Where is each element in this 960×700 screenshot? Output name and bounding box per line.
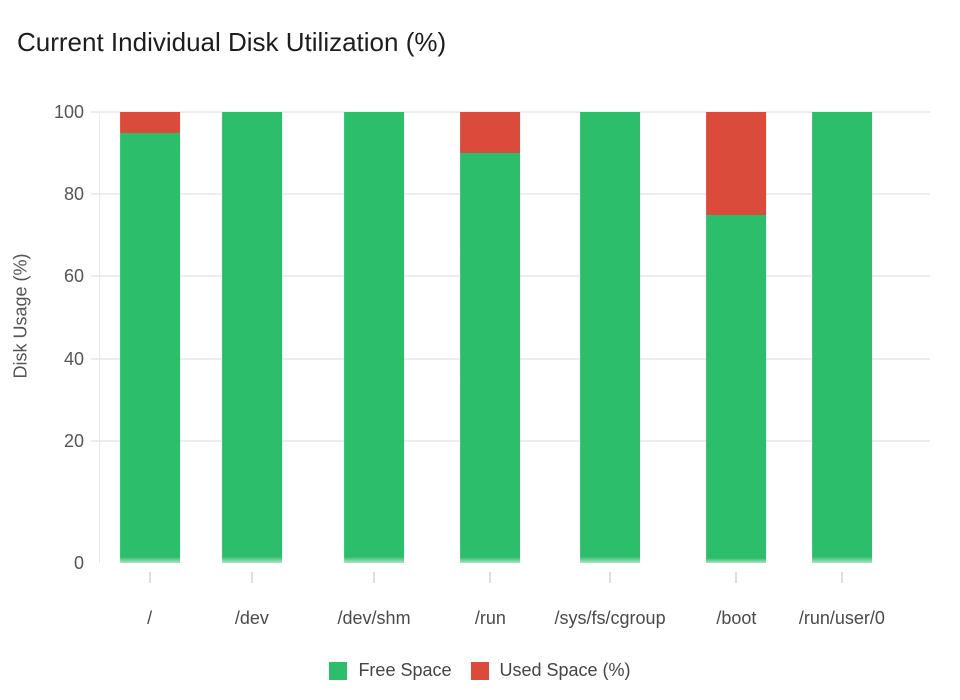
bar-segment-free-space (811, 112, 872, 563)
bar-segment-free-space (706, 214, 767, 563)
x-category-label-boot: /boot (716, 608, 757, 628)
legend-label-used-space: Used Space (%) (499, 660, 631, 680)
x-tick (148, 572, 151, 583)
legend-item-free-space[interactable]: Free Space (329, 660, 452, 681)
legend-item-used-space[interactable]: Used Space (%) (470, 660, 631, 681)
y-tick-label-60: 60 (63, 266, 84, 287)
y-tick-label-20: 20 (63, 430, 84, 451)
x-tick (840, 572, 843, 583)
x-category-label-dev: /dev (234, 608, 269, 628)
x-category-label-: / (147, 608, 153, 628)
chart-title: Current Individual Disk Utilization (%) (17, 27, 447, 57)
y-axis-tick-labels: 100 80 60 40 20 0 (0, 103, 84, 572)
y-axis-line (99, 112, 100, 563)
y-tick-label-100: 100 (53, 102, 84, 122)
bar-segment-used-space (460, 112, 521, 154)
x-category-label-run-user-0: /run/user/0 (798, 608, 885, 628)
bar-run (460, 112, 521, 563)
bar-segment-free-space (119, 132, 180, 563)
x-tick (735, 572, 738, 583)
bar-boot (706, 112, 767, 563)
legend: Free Space Used Space (%) (0, 660, 960, 681)
x-tick (609, 572, 612, 583)
bar-sys-fs-cgroup (580, 112, 640, 563)
bar-run-user-0 (811, 112, 872, 563)
legend-swatch-free-space (329, 661, 348, 680)
x-axis: / /dev/dev/shm/run/sys/fs/cgroup/boot/run… (99, 563, 930, 653)
legend-label-free-space: Free Space (358, 660, 452, 680)
bar- (119, 112, 180, 563)
bar-segment-free-space (344, 112, 404, 563)
y-tick-label-80: 80 (63, 184, 84, 205)
x-category-label-sys-fs-cgroup: /sys/fs/cgroup (554, 608, 666, 628)
bar-segment-used-space (706, 112, 767, 215)
y-tick-label-40: 40 (63, 348, 84, 369)
bar-segment-free-space (460, 153, 521, 563)
bar-segment-used-space (119, 112, 180, 133)
plot-area (91, 111, 930, 563)
bar-segment-free-space (221, 112, 282, 563)
bar-segment-free-space (580, 112, 640, 563)
bar-dev-shm (344, 112, 404, 563)
x-tick (489, 572, 492, 583)
legend-swatch-used-space (470, 661, 489, 680)
bar-dev (221, 112, 282, 563)
y-tick-label-0: 0 (73, 553, 84, 573)
x-category-label-dev-shm: /dev/shm (337, 608, 411, 628)
x-tick (250, 572, 253, 583)
bars-layer (99, 112, 930, 563)
x-category-label-run: /run (474, 608, 506, 628)
x-tick (373, 572, 376, 583)
